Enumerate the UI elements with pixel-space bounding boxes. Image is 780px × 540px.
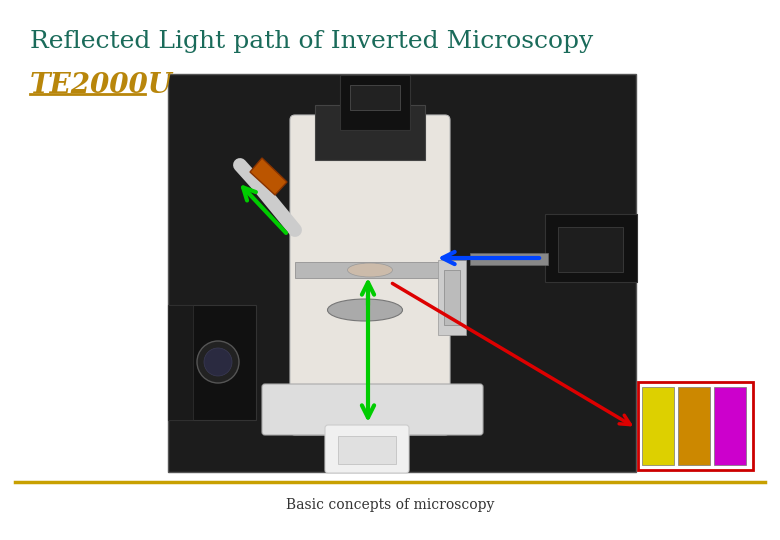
Text: Basic concepts of microscopy: Basic concepts of microscopy bbox=[285, 498, 495, 512]
Bar bbox=[438, 260, 466, 335]
Bar bbox=[678, 387, 710, 465]
Bar bbox=[340, 75, 410, 130]
FancyBboxPatch shape bbox=[325, 425, 409, 473]
Bar bbox=[315, 105, 425, 160]
Ellipse shape bbox=[197, 341, 239, 383]
Text: Reflected Light path of Inverted Microscopy: Reflected Light path of Inverted Microsc… bbox=[30, 30, 594, 53]
Bar bbox=[545, 214, 637, 282]
Bar bbox=[642, 387, 674, 465]
FancyBboxPatch shape bbox=[290, 115, 450, 435]
Ellipse shape bbox=[328, 299, 402, 321]
Bar bbox=[168, 74, 636, 472]
Text: TE2000U: TE2000U bbox=[30, 72, 173, 99]
Ellipse shape bbox=[348, 263, 392, 277]
Ellipse shape bbox=[204, 348, 232, 376]
Bar bbox=[558, 227, 623, 272]
Bar bbox=[168, 305, 256, 420]
Bar bbox=[444, 270, 460, 325]
Bar bbox=[470, 253, 548, 265]
Bar bbox=[168, 305, 193, 420]
Bar bbox=[638, 382, 753, 470]
Bar bbox=[338, 436, 396, 464]
Bar bbox=[350, 85, 400, 110]
Bar bbox=[295, 262, 450, 278]
Bar bbox=[714, 387, 746, 465]
FancyBboxPatch shape bbox=[262, 384, 483, 435]
Polygon shape bbox=[250, 158, 287, 195]
